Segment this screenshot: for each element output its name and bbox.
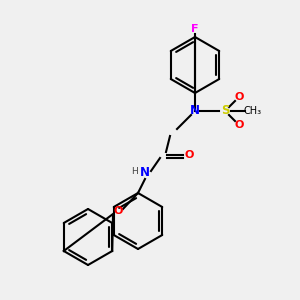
Text: N: N bbox=[140, 167, 150, 179]
Text: O: O bbox=[184, 150, 194, 160]
Text: N: N bbox=[190, 104, 200, 118]
Text: S: S bbox=[221, 104, 229, 118]
Text: F: F bbox=[191, 24, 199, 34]
Text: O: O bbox=[113, 206, 123, 216]
Text: O: O bbox=[234, 120, 244, 130]
Text: H: H bbox=[131, 167, 138, 176]
Text: CH₃: CH₃ bbox=[244, 106, 262, 116]
Text: O: O bbox=[234, 92, 244, 102]
